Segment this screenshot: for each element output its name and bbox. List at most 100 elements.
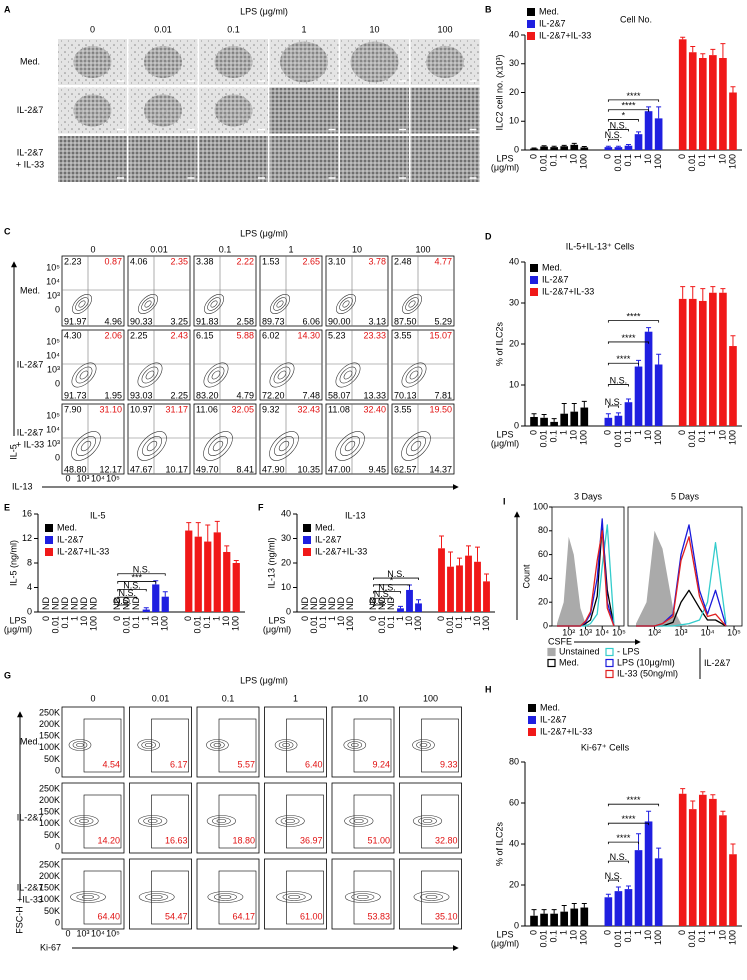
legend-swatch: [530, 264, 538, 272]
bar: [604, 417, 613, 426]
significance-label: N.S.: [610, 852, 628, 862]
contour: [144, 742, 153, 748]
significance-bracket: [607, 841, 639, 845]
x-tick-label: 0.1: [386, 616, 396, 629]
gate: [286, 794, 324, 849]
column-label: 0.01: [150, 244, 168, 254]
contour: [349, 817, 369, 825]
x-tick-label: 0.01: [122, 616, 132, 634]
quadrant-value: 2.65: [302, 256, 320, 266]
gate-value: 5.57: [237, 759, 255, 769]
quadrant-value: 8.41: [236, 464, 254, 474]
bar: [719, 815, 727, 926]
row-label: +IL-33: [17, 894, 43, 904]
contour: [402, 294, 422, 314]
axis-tick-label: 10⁴: [46, 276, 60, 286]
gate-value: 14.20: [97, 835, 120, 845]
contour: [72, 294, 92, 314]
quadrant-value: 10.35: [297, 464, 320, 474]
flow-plot: [61, 706, 125, 778]
contour: [412, 815, 443, 827]
axis-tick-label: 100K: [39, 742, 60, 752]
bar: [729, 346, 737, 426]
axis-tick-label: 100K: [39, 818, 60, 828]
contour: [78, 300, 86, 308]
quadrant-value: 70.13: [394, 390, 417, 400]
error-bar: [700, 791, 706, 795]
contour: [412, 739, 435, 751]
axis-tick-label: 0: [55, 765, 60, 775]
axis-tick-label: 10³: [47, 364, 60, 374]
column-label: 1: [288, 244, 293, 254]
error-bar: [710, 794, 716, 799]
bar: [142, 609, 150, 612]
x-tick-label: 100: [727, 930, 737, 945]
bar: [185, 530, 193, 612]
significance-bracket: [117, 596, 138, 600]
legend-label: - LPS: [617, 646, 640, 656]
bar: [406, 589, 413, 612]
bar: [644, 821, 653, 926]
legend-label: Med.: [559, 657, 579, 667]
value-label: ND: [122, 597, 132, 610]
bar: [483, 581, 490, 612]
quadrant-value: 32.43: [297, 404, 320, 414]
bar: [698, 794, 707, 926]
x-axis-title: (μg/ml): [491, 438, 519, 448]
gate-value: 53.83: [367, 911, 390, 921]
x-tick-label: 10: [79, 616, 89, 626]
panel-label: C: [4, 226, 11, 236]
bar: [624, 889, 633, 926]
contour: [280, 817, 300, 825]
error-bar: [656, 353, 662, 365]
x-tick-label: 0: [677, 930, 687, 935]
flow-plot: [61, 403, 125, 475]
significance-label: N.S.: [610, 375, 628, 385]
error-bar: [398, 605, 403, 609]
gate: [83, 718, 122, 773]
significance-bracket: [607, 362, 639, 366]
bar: [678, 298, 687, 426]
value-label: ND: [112, 597, 122, 610]
quadrant-value: 31.17: [165, 404, 188, 414]
column-label: 0: [90, 244, 95, 254]
header: LPS (μg/ml): [240, 228, 288, 238]
contour: [416, 741, 431, 749]
contour: [76, 893, 100, 901]
error-bar: [605, 893, 611, 898]
value-label: ND: [336, 597, 346, 610]
quadrant-value: 4.96: [104, 316, 122, 326]
bar: [624, 145, 633, 150]
contour: [79, 818, 89, 824]
error-bar: [720, 810, 726, 816]
x-axis-title: (μg/ml): [263, 624, 291, 634]
quadrant-value: 91.97: [64, 316, 87, 326]
quadrant-value: 2.06: [104, 330, 122, 340]
bar: [654, 118, 663, 150]
error-bar: [615, 145, 621, 148]
quadrant-value: 5.29: [434, 316, 452, 326]
x-tick-label: 10: [717, 930, 727, 940]
chart-title: IL-5: [90, 510, 106, 520]
y-axis-title: % of ILC2s: [494, 321, 504, 366]
x-tick-label: 0.01: [687, 154, 697, 172]
column-label: 0: [90, 24, 95, 34]
error-bar: [214, 520, 220, 533]
gate-value: 4.54: [102, 759, 120, 769]
gate: [286, 718, 324, 773]
value-label: ND: [300, 597, 310, 610]
panel-label: G: [4, 670, 11, 680]
x-axis-title: LPS: [496, 153, 513, 163]
contour: [203, 362, 229, 388]
bar: [634, 850, 643, 926]
error-bar: [615, 412, 621, 416]
quadrant-value: 31.10: [99, 404, 122, 414]
contour: [69, 815, 99, 827]
bar: [560, 146, 569, 150]
error-bar: [531, 909, 537, 916]
bar: [614, 147, 623, 150]
quadrant-value: 83.20: [196, 390, 219, 400]
contour: [347, 741, 363, 749]
axis-tick-label: 0: [55, 917, 60, 927]
significance-bracket: [117, 573, 166, 576]
